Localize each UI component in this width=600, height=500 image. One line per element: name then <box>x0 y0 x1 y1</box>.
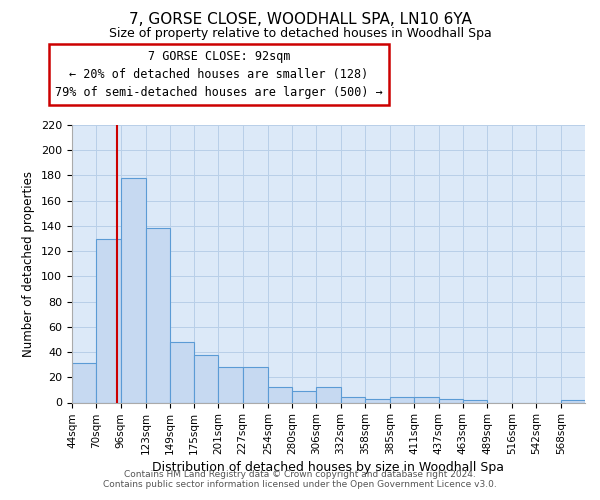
Bar <box>170 342 194 402</box>
Y-axis label: Number of detached properties: Number of detached properties <box>22 171 35 357</box>
Bar <box>72 364 96 403</box>
Bar <box>390 398 415 402</box>
Bar <box>268 388 292 402</box>
X-axis label: Distribution of detached houses by size in Woodhall Spa: Distribution of detached houses by size … <box>152 462 505 474</box>
Bar <box>146 228 170 402</box>
Bar <box>341 398 365 402</box>
Text: Contains public sector information licensed under the Open Government Licence v3: Contains public sector information licen… <box>103 480 497 489</box>
Bar <box>316 388 341 402</box>
Bar <box>439 398 463 402</box>
Bar <box>415 398 439 402</box>
Bar <box>194 354 218 403</box>
Bar <box>218 367 242 402</box>
Bar <box>292 391 316 402</box>
Bar <box>242 367 268 402</box>
Bar <box>121 178 146 402</box>
Bar <box>463 400 487 402</box>
Bar <box>365 398 390 402</box>
Text: 7 GORSE CLOSE: 92sqm
← 20% of detached houses are smaller (128)
79% of semi-deta: 7 GORSE CLOSE: 92sqm ← 20% of detached h… <box>55 50 383 99</box>
Bar <box>561 400 585 402</box>
Text: Size of property relative to detached houses in Woodhall Spa: Size of property relative to detached ho… <box>109 28 491 40</box>
Text: Contains HM Land Registry data © Crown copyright and database right 2024.: Contains HM Land Registry data © Crown c… <box>124 470 476 479</box>
Bar <box>96 238 121 402</box>
Text: 7, GORSE CLOSE, WOODHALL SPA, LN10 6YA: 7, GORSE CLOSE, WOODHALL SPA, LN10 6YA <box>128 12 472 28</box>
